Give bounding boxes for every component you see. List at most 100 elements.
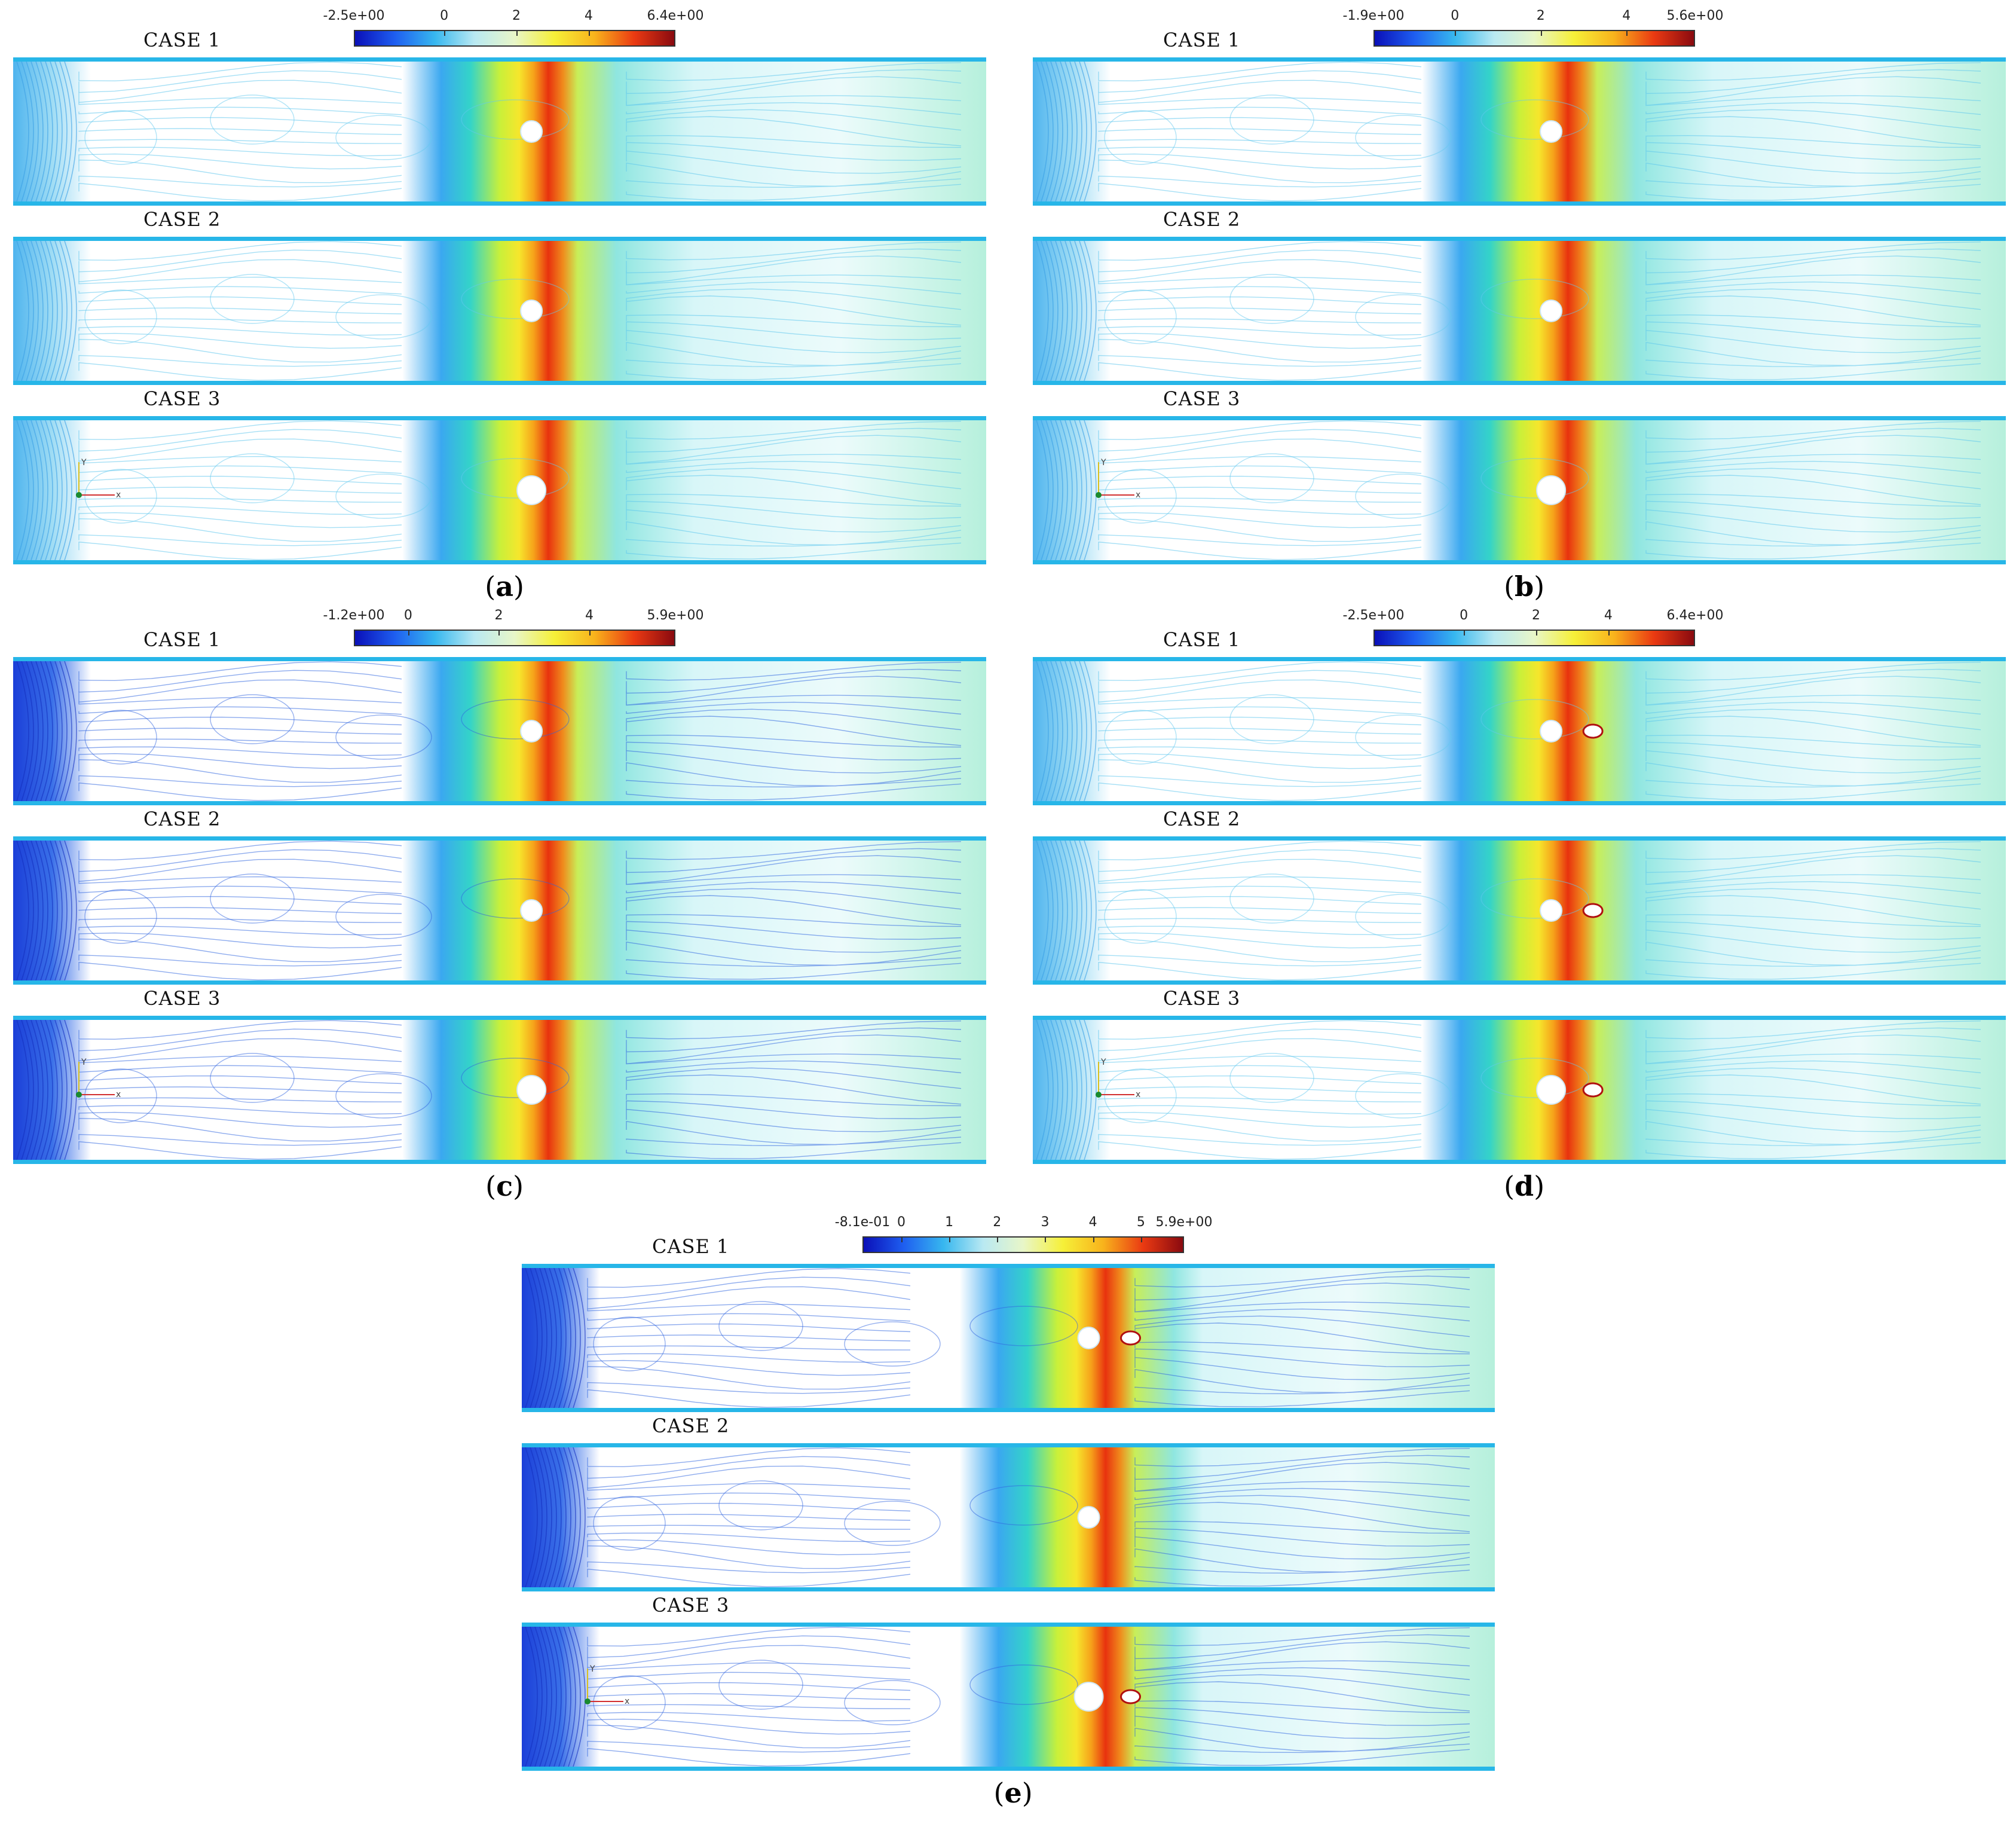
colorbar-tick-label: 5 — [1136, 1215, 1145, 1230]
contour-plot: xY — [1033, 420, 2006, 560]
contour-plot — [1033, 62, 2006, 201]
label-letter: c — [496, 1170, 513, 1202]
case-label: CASE 2 — [143, 808, 221, 830]
cylinder-obstacle — [1540, 899, 1563, 922]
colorbar-tick-mark — [589, 630, 591, 636]
case-label: CASE 2 — [652, 1414, 730, 1437]
label-paren-open: ( — [485, 570, 496, 603]
contour-plot — [1033, 241, 2006, 381]
velocity-field — [1033, 661, 2006, 801]
label-letter: d — [1515, 1170, 1534, 1202]
colorbar-max-label: 6.4e+00 — [1666, 608, 1724, 623]
label-paren-close: ) — [1021, 1777, 1033, 1809]
axes-triad-icon: xY — [585, 1664, 629, 1706]
colorbar-gradient — [354, 30, 675, 47]
subfigure-label: (e) — [994, 1777, 1033, 1809]
flow-field-case-1 — [522, 1264, 1495, 1412]
axes-triad-icon: xY — [76, 458, 121, 500]
cylinder-obstacle — [1077, 1506, 1100, 1529]
case-label: CASE 1 — [143, 628, 221, 651]
colorbar-min-label: -1.2e+00 — [323, 608, 385, 623]
cylinder-obstacle — [516, 1075, 547, 1105]
case-label: CASE 3 — [652, 1594, 730, 1617]
flow-field-case-1 — [1033, 57, 2006, 206]
cylinder-obstacle — [520, 720, 543, 743]
colorbar-tick-mark — [1093, 1236, 1094, 1242]
case-label: CASE 3 — [143, 387, 221, 410]
label-paren-open: ( — [993, 1777, 1005, 1809]
colorbar-tick-label: 2 — [1536, 8, 1545, 23]
contour-plot — [13, 841, 986, 980]
velocity-field — [1033, 420, 2006, 560]
flow-field-case-1 — [13, 657, 986, 805]
contour-plot: xY — [1033, 1020, 2006, 1160]
contour-plot: xY — [522, 1627, 1495, 1767]
cylinder-obstacle — [1536, 475, 1567, 505]
contour-plot: xY — [13, 420, 986, 560]
colorbar-tick-mark — [408, 630, 409, 636]
colorbar-tick-label: 1 — [945, 1215, 954, 1230]
velocity-field — [1033, 62, 2006, 201]
cylinder-obstacle — [1540, 120, 1563, 143]
colorbar-tick-mark — [1626, 30, 1628, 36]
colorbar-tick-mark — [498, 630, 500, 636]
colorbar-tick-mark — [1540, 30, 1542, 36]
colorbar-tick-mark — [949, 1236, 951, 1242]
colorbar-tick-label: 4 — [585, 608, 594, 623]
label-letter: a — [495, 570, 514, 603]
svg-text:x: x — [116, 1090, 121, 1099]
colorbar-tick-label: 0 — [1460, 608, 1469, 623]
colorbar: -1.9e+00 0 2 4 5.6e+00 — [1343, 8, 1723, 50]
axes-triad-icon: xY — [76, 1058, 121, 1099]
contour-plot — [522, 1268, 1495, 1408]
colorbar-min-label: -2.5e+00 — [1342, 608, 1405, 623]
velocity-field — [1033, 1020, 2006, 1160]
colorbar: -1.2e+00 0 2 4 5.9e+00 — [323, 608, 703, 650]
colorbar-min-label: -8.1e-01 — [834, 1215, 891, 1230]
case-label: CASE 3 — [1163, 987, 1241, 1010]
flow-field-case-1 — [1033, 657, 2006, 805]
svg-text:x: x — [1136, 1090, 1140, 1099]
colorbar-tick-label: 2 — [494, 608, 503, 623]
colorbar-min-label: -1.9e+00 — [1342, 8, 1405, 23]
svg-text:Y: Y — [81, 458, 87, 468]
velocity-field — [13, 420, 986, 560]
subfigure-label: (b) — [1504, 570, 1544, 603]
colorbar-tick-mark — [997, 1236, 999, 1242]
label-paren-close: ) — [1534, 1170, 1545, 1202]
velocity-field — [522, 1447, 1495, 1587]
svg-text:x: x — [625, 1697, 629, 1706]
panel-c: -1.2e+00 0 2 4 5.9e+00 CASE 1 CASE 2 CASE 3 x Y (c… — [13, 600, 986, 1202]
colorbar: -2.5e+00 0 2 4 6.4e+00 — [1343, 608, 1723, 650]
panel-d: -2.5e+00 0 2 4 6.4e+00 CASE 1 CASE 2 CASE 3 x Y (d… — [1033, 600, 2006, 1202]
colorbar-tick-label: 4 — [584, 8, 593, 23]
colorbar-tick-label: 0 — [440, 8, 449, 23]
label-paren-close: ) — [513, 1170, 524, 1202]
flow-field-case-2 — [1033, 237, 2006, 385]
velocity-field — [13, 241, 986, 381]
colorbar-tick-mark — [1536, 630, 1538, 636]
contour-plot — [1033, 661, 2006, 801]
velocity-field — [13, 661, 986, 801]
cylinder-obstacle — [520, 899, 543, 922]
cylinder-obstacle — [1536, 1075, 1567, 1105]
colorbar-max-label: 5.6e+00 — [1666, 8, 1724, 23]
label-letter: e — [1004, 1777, 1022, 1809]
cylinder-obstacle — [1077, 1327, 1100, 1349]
colorbar-tick-mark — [1608, 630, 1610, 636]
colorbar-tick-mark — [1140, 1236, 1142, 1242]
cylinder-obstacle — [1540, 300, 1563, 322]
subfigure-label: (c) — [485, 1170, 524, 1202]
velocity-field — [13, 1020, 986, 1160]
colorbar-tick-label: 4 — [1088, 1215, 1097, 1230]
colorbar-max-label: 6.4e+00 — [647, 8, 704, 23]
colorbar-tick-label: 4 — [1604, 608, 1613, 623]
flow-field-case-1 — [13, 57, 986, 206]
case-label: CASE 2 — [1163, 808, 1241, 830]
flow-field-case-2 — [1033, 836, 2006, 985]
subfigure-label: (d) — [1504, 1170, 1544, 1202]
